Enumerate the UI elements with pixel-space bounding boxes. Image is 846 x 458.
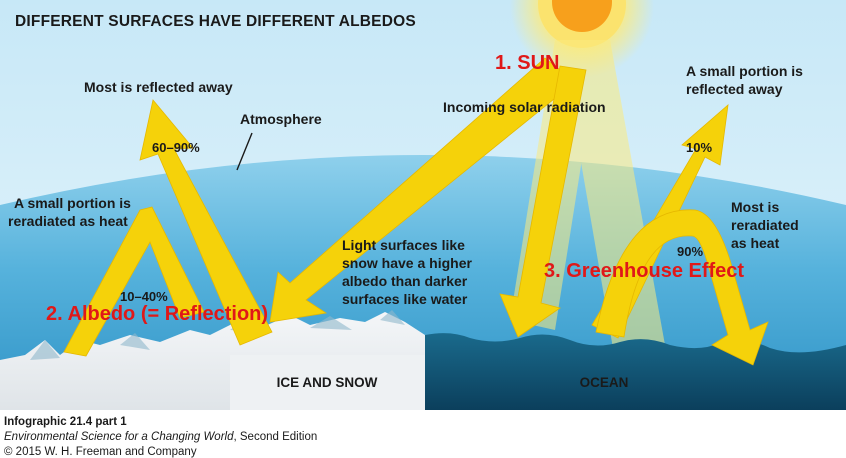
- reflected-arrow-ice: [139, 99, 273, 346]
- reradiated-right-label-line1: Most is: [731, 199, 779, 215]
- greenhouse-effect-label: 3. Greenhouse Effect: [544, 260, 744, 282]
- ice-and-snow-label: ICE AND SNOW: [277, 375, 378, 390]
- light-surfaces-label-line3: albedo than darker: [342, 273, 468, 289]
- book-credit: Environmental Science for a Changing Wor…: [4, 431, 317, 443]
- reradiated-left-label-line1: A small portion is: [14, 195, 131, 211]
- ocean-label: OCEAN: [580, 375, 629, 390]
- reradiated-left-label-line2: reradiated as heat: [8, 213, 128, 229]
- atmosphere-pointer-line: [236, 132, 253, 171]
- reradiated-right-label-line2: reradiated: [731, 217, 799, 233]
- atmosphere-label: Atmosphere: [240, 111, 322, 127]
- light-surfaces-label-line1: Light surfaces like: [342, 237, 465, 253]
- infographic-credit: Infographic 21.4 part 1: [4, 416, 127, 428]
- reradiated-arrow-ice: [63, 206, 205, 357]
- sun-core: [552, 0, 612, 32]
- percent-10-label: 10%: [686, 140, 712, 155]
- incoming-arrow-ocean: [499, 65, 587, 338]
- percent-60-90-label: 60–90%: [152, 140, 200, 155]
- book-edition: , Second Edition: [233, 431, 317, 443]
- radiation-arrows: [63, 57, 769, 366]
- percent-90-label: 90%: [677, 244, 703, 259]
- albedo-label: 2. Albedo (= Reflection): [46, 303, 268, 325]
- reflected-away-left-label: Most is reflected away: [84, 79, 233, 95]
- book-title: Environmental Science for a Changing Wor…: [4, 431, 234, 443]
- copyright-credit: © 2015 W. H. Freeman and Company: [4, 446, 197, 458]
- reradiated-arrow-ocean: [595, 209, 769, 366]
- incoming-arrow-ice: [269, 57, 576, 323]
- ice-label-panel: [230, 355, 425, 410]
- sun-label: 1. SUN: [495, 52, 559, 74]
- reradiated-right-label-line3: as heat: [731, 235, 780, 251]
- reflected-away-right-label-line2: reflected away: [686, 81, 783, 97]
- percent-10-40-label: 10–40%: [120, 289, 168, 304]
- light-surfaces-label-line2: snow have a higher: [342, 255, 472, 271]
- light-surfaces-label-line4: surfaces like water: [342, 291, 468, 307]
- reflected-away-right-label-line1: A small portion is: [686, 63, 803, 79]
- incoming-radiation-label: Incoming solar radiation: [443, 99, 606, 115]
- diagram-title: DIFFERENT SURFACES HAVE DIFFERENT ALBEDO…: [15, 13, 416, 30]
